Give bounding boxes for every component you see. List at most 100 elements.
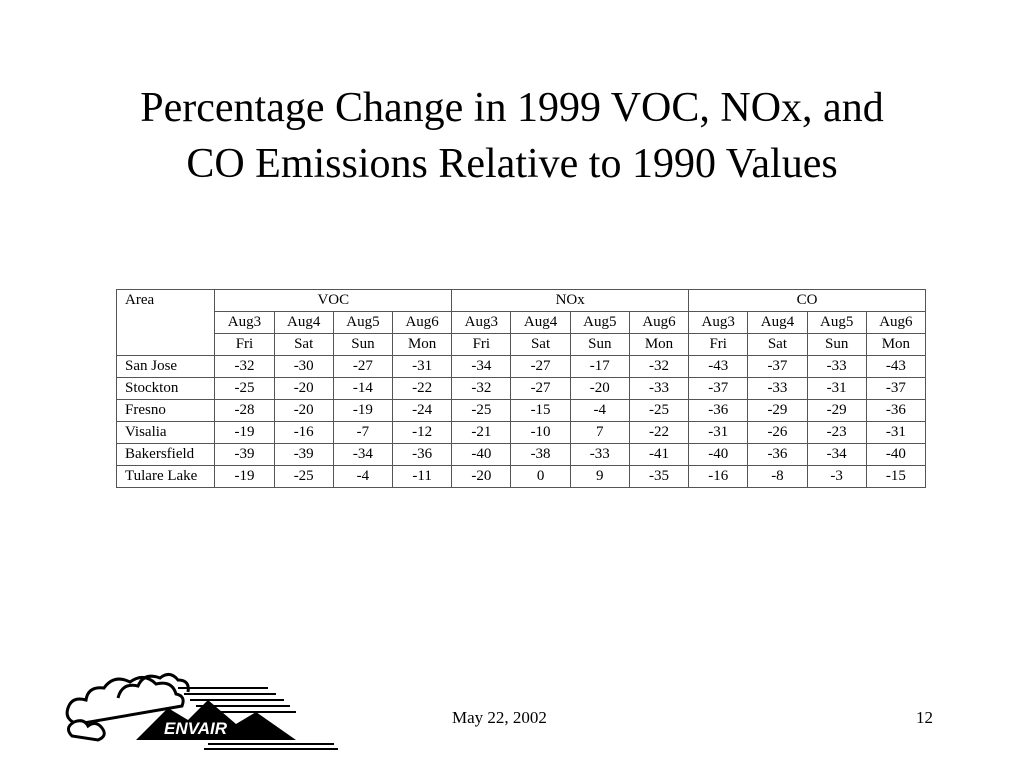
value-cell: -43 (865, 355, 927, 378)
value-cell: -31 (865, 421, 927, 444)
value-cell: -8 (747, 465, 808, 488)
envair-logo-text: ENVAIR (164, 719, 228, 738)
envair-logo: ENVAIR (65, 673, 338, 750)
value-cell: -43 (688, 355, 749, 378)
value-cell: -25 (451, 399, 512, 422)
value-cell: -16 (688, 465, 749, 488)
area-name: Stockton (115, 377, 216, 400)
value-cell: -30 (273, 355, 334, 378)
value-cell: -10 (510, 421, 571, 444)
footer-date: May 22, 2002 (452, 708, 547, 727)
table-header-days: Fri Sat Sun Mon Fri Sat Sun Mon Fri Sat Sun Mon (117, 333, 927, 356)
value-cell: 0 (510, 465, 571, 488)
value-cell: -39 (214, 443, 275, 466)
date-header: Aug3 (451, 311, 512, 334)
value-cell: -25 (214, 377, 275, 400)
value-cell: -11 (392, 465, 453, 488)
value-cell: -20 (451, 465, 512, 488)
value-cell: -36 (747, 443, 808, 466)
value-cell: -36 (688, 399, 749, 422)
value-cell: -34 (332, 443, 394, 466)
value-cell: -31 (392, 355, 453, 378)
value-cell: -4 (569, 399, 630, 422)
value-cell: -16 (273, 421, 334, 444)
table-row: San Jose -32 -30 -27 -31 -34 -27 -17 -32 -43 -37 -3… (115, 355, 927, 378)
value-cell: -25 (273, 465, 334, 488)
area-name: Bakersfield (115, 443, 216, 466)
value-cell: -35 (628, 465, 690, 488)
group-header-voc: VOC (214, 289, 453, 312)
day-header: Sat (273, 333, 334, 356)
table-row: Tulare Lake -19 -25 -4 -11 -20 0 9 -35 -16 -8 -3 -15 (115, 465, 927, 488)
area-name: Fresno (115, 399, 216, 422)
value-cell: -31 (806, 377, 867, 400)
value-cell: -40 (451, 443, 512, 466)
value-cell: -39 (273, 443, 334, 466)
slide-title: Percentage Change in 1999 VOC, NOx, and … (60, 80, 964, 192)
slide-title-line-1: Percentage Change in 1999 VOC, NOx, and (140, 85, 884, 131)
date-header: Aug4 (510, 311, 571, 334)
group-header-nox: NOx (451, 289, 690, 312)
value-cell: -37 (688, 377, 749, 400)
value-cell: -20 (569, 377, 630, 400)
table-row: Visalia -19 -16 -7 -12 -21 -10 7 -22 -31 -26 -23 -31 (115, 421, 927, 444)
value-cell: -14 (332, 377, 394, 400)
value-cell: -36 (865, 399, 927, 422)
day-header: Fri (688, 333, 749, 356)
value-cell: -19 (214, 465, 275, 488)
day-header: Mon (865, 333, 927, 356)
day-header: Mon (392, 333, 453, 356)
value-cell: 9 (569, 465, 630, 488)
value-cell: -4 (332, 465, 394, 488)
value-cell: -41 (628, 443, 690, 466)
date-header: Aug4 (273, 311, 334, 334)
date-header: Aug3 (688, 311, 749, 334)
area-name: Visalia (115, 421, 216, 444)
value-cell: -15 (510, 399, 571, 422)
date-header: Aug5 (806, 311, 867, 334)
date-header: Aug5 (332, 311, 394, 334)
day-header: Sat (510, 333, 571, 356)
value-cell: -27 (510, 377, 571, 400)
day-header: Fri (451, 333, 512, 356)
table-row: Bakersfield -39 -39 -34 -36 -40 -38 -33 -41 -40 -3… (115, 443, 927, 466)
value-cell: -40 (688, 443, 749, 466)
value-cell: -29 (806, 399, 867, 422)
value-cell: -29 (747, 399, 808, 422)
value-cell: -12 (392, 421, 453, 444)
page-number: 12 (916, 708, 933, 727)
value-cell: -33 (806, 355, 867, 378)
table-row: Stockton -25 -20 -14 -22 -32 -27 -20 -33 -37 -33 -3… (115, 377, 927, 400)
value-cell: -33 (628, 377, 690, 400)
day-header: Sun (569, 333, 630, 356)
value-cell: -17 (569, 355, 630, 378)
area-header: Area (115, 289, 216, 356)
value-cell: -23 (806, 421, 867, 444)
date-header: Aug5 (569, 311, 630, 334)
value-cell: -32 (628, 355, 690, 378)
day-header: Sun (332, 333, 394, 356)
date-header: Aug4 (747, 311, 808, 334)
value-cell: -28 (214, 399, 275, 422)
value-cell: -27 (510, 355, 571, 378)
value-cell: -24 (392, 399, 453, 422)
value-cell: 7 (569, 421, 630, 444)
value-cell: -37 (865, 377, 927, 400)
value-cell: -22 (628, 421, 690, 444)
value-cell: -34 (806, 443, 867, 466)
value-cell: -37 (747, 355, 808, 378)
slide-title-line-2: CO Emissions Relative to 1990 Values (186, 141, 838, 187)
table-row: Fresno -28 -20 -19 -24 -25 -15 -4 -25 -36 -29 -29 -3… (115, 399, 927, 422)
date-header: Aug6 (392, 311, 453, 334)
date-header: Aug3 (214, 311, 275, 334)
value-cell: -20 (273, 399, 334, 422)
value-cell: -25 (628, 399, 690, 422)
value-cell: -22 (392, 377, 453, 400)
value-cell: -7 (332, 421, 394, 444)
value-cell: -33 (747, 377, 808, 400)
value-cell: -33 (569, 443, 630, 466)
value-cell: -19 (332, 399, 394, 422)
group-header-co: CO (688, 289, 926, 312)
value-cell: -15 (865, 465, 927, 488)
value-cell: -40 (865, 443, 927, 466)
